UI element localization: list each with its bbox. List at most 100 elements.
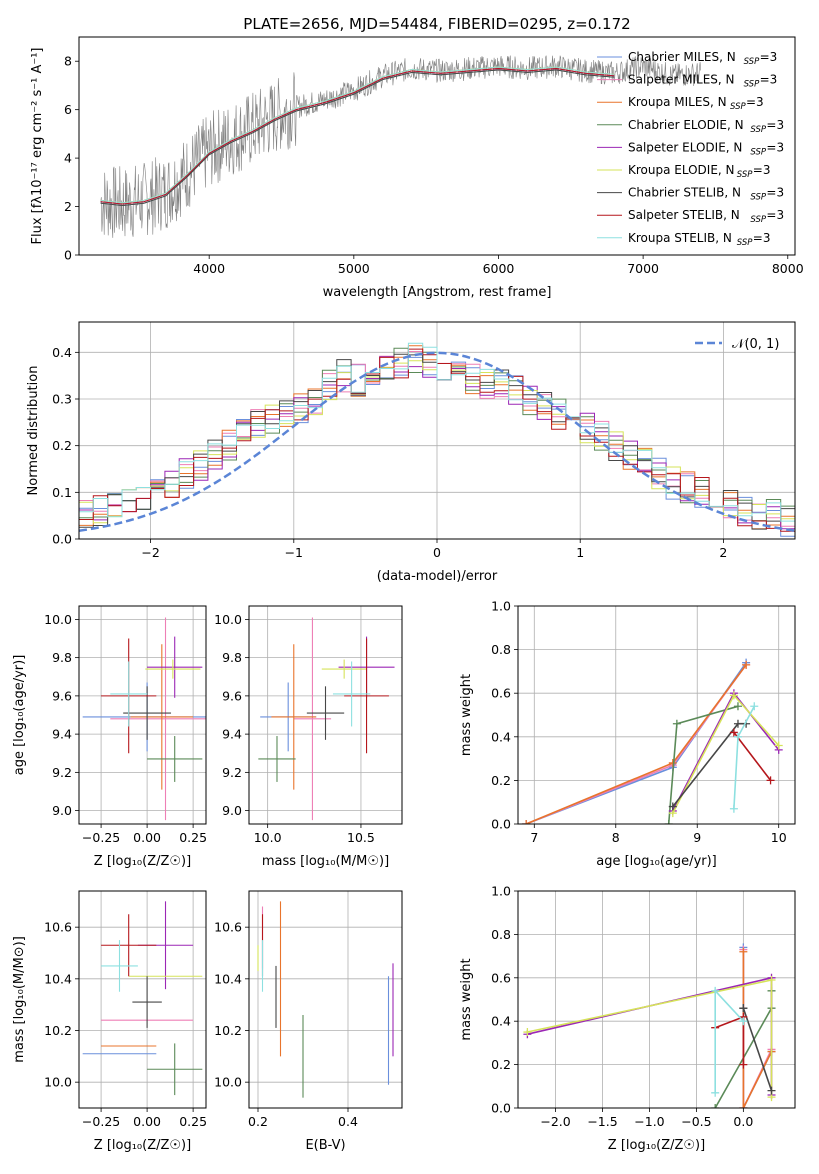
- legend-subscript: SSP: [750, 125, 766, 135]
- weight-point-kroupa-stelib: [729, 804, 738, 813]
- x-tick-label: 0.4: [338, 1114, 358, 1129]
- y-tick-label: 0.8: [491, 642, 511, 657]
- weight-point-chabrier-stelib: [733, 719, 742, 728]
- x-axis-label: (data-model)/error: [377, 569, 498, 584]
- legend-subscript: SSP: [750, 193, 766, 203]
- y-tick-label: 9.8: [52, 650, 72, 665]
- y-tick-label: 0.2: [491, 773, 511, 788]
- y-tick-label: 0: [64, 248, 72, 263]
- weight-line-kroupa-stelib: [733, 705, 756, 809]
- legend-subscript: SSP: [730, 102, 746, 112]
- normal-curve: [79, 351, 795, 533]
- y-tick-label: 8: [64, 54, 72, 69]
- y-tick-label: 10.6: [214, 920, 242, 935]
- weight-line-salpeter-miles: [525, 664, 747, 824]
- y-tick-label: 9.0: [222, 803, 242, 818]
- legend-value: =3: [766, 118, 784, 132]
- legend-subscript: SSP: [750, 147, 766, 157]
- chart-spectrum: 4000 5000 6000 7000 8000 0 2 4 6 8 Chabrier MILES,…: [30, 36, 804, 300]
- x-axis-label: Z [log₁₀(Z/Z☉)]: [94, 1138, 191, 1153]
- y-tick-label: 9.8: [222, 650, 242, 665]
- weight-point-kroupa-miles: [742, 660, 751, 669]
- x-tick-label: −1.0: [634, 1114, 664, 1129]
- weight-line-kroupa-stelib: [714, 988, 744, 1093]
- x-tick-label: −1.5: [587, 1114, 617, 1129]
- weight-line-chabrier-miles: [525, 662, 747, 824]
- weight-point-kroupa-elodie: [774, 741, 783, 750]
- weight-point-kroupa-stelib: [733, 732, 742, 741]
- y-tick-label: 2: [64, 199, 72, 214]
- weight-point-kroupa-stelib: [739, 1017, 748, 1026]
- chart-mass-vs-Z: −0.25 0.00 0.25 10.0 10.2 10.4 10.6 Z [log₁₀(Z/…: [12, 890, 207, 1153]
- y-tick-label: 10.0: [44, 1075, 72, 1090]
- legend-label: Kroupa MILES, N: [628, 95, 727, 109]
- legend-subscript: SSP: [744, 80, 760, 90]
- weight-line-salpeter-stelib: [733, 731, 772, 781]
- y-tick-label: 9.2: [52, 765, 72, 780]
- x-tick-label: 6000: [483, 261, 515, 276]
- x-tick-label: 10: [771, 830, 787, 845]
- weight-point-kroupa-miles: [739, 947, 748, 956]
- chart-mass-weight-vs-age: 7 8 9 10 0.0 0.2 0.4 0.6 0.8 1.0 age [log₁₀(age/yr…: [459, 599, 796, 869]
- weight-point-kroupa-elodie: [729, 691, 738, 700]
- y-tick-label: 0.4: [491, 1014, 511, 1029]
- x-tick-label: −2.0: [540, 1114, 570, 1129]
- y-tick-label: 9.4: [52, 727, 72, 742]
- x-tick-label: 4000: [193, 261, 225, 276]
- weight-line-salpeter-miles: [742, 949, 773, 1108]
- weight-point-chabrier-elodie: [733, 702, 742, 711]
- chart-title: PLATE=2656, MJD=54484, FIBERID=0295, z=0…: [243, 15, 630, 33]
- model-line-chabrier-stelib: [100, 69, 615, 207]
- y-axis-label: age [log₁₀(age/yr)]: [12, 655, 27, 776]
- axes-frame: [78, 890, 207, 1109]
- chart-mass-vs-ebv: 0.2 0.4 10.0 10.2 10.4 10.6 E(B-V): [214, 890, 403, 1153]
- x-tick-label: 0.00: [133, 1114, 161, 1129]
- weight-point-kroupa-stelib: [711, 1088, 720, 1097]
- x-tick-label: −1: [285, 545, 303, 560]
- plot-area: [523, 943, 776, 1108]
- axes-frame: [78, 605, 207, 825]
- legend-label: Chabrier MILES, N: [628, 50, 736, 64]
- x-tick-label: 0.2: [248, 1114, 268, 1129]
- y-tick-label: 1.0: [491, 599, 511, 614]
- x-tick-label: −0.5: [681, 1114, 711, 1129]
- axes-frame: [248, 890, 403, 1109]
- model-line-salpeter-stelib: [100, 68, 615, 205]
- x-axis-label: age [log₁₀(age/yr)]: [596, 854, 717, 869]
- model-line-kroupa-stelib: [100, 66, 615, 204]
- y-tick-label: 10.2: [214, 1023, 242, 1038]
- x-axis-label: wavelength [Angstrom, rest frame]: [323, 285, 552, 300]
- y-tick-label: 9.4: [222, 727, 242, 742]
- x-axis-label: mass [log₁₀(M/M☉)]: [262, 854, 389, 869]
- weight-point-chabrier-stelib: [739, 1004, 748, 1013]
- y-tick-label: 10.0: [44, 612, 72, 627]
- x-tick-label: 0.25: [179, 1114, 207, 1129]
- y-tick-label: 0.0: [52, 532, 72, 547]
- x-tick-label: 8: [612, 830, 620, 845]
- weight-line-chabrier-miles: [742, 947, 773, 1108]
- legend-value: =3: [753, 231, 771, 245]
- legend-label: Kroupa STELIB, N: [628, 231, 732, 245]
- x-tick-label: 5000: [338, 261, 370, 276]
- legend-value: =3: [760, 50, 778, 64]
- y-tick-label: 0.0: [491, 817, 511, 832]
- weight-line-kroupa-miles: [525, 664, 747, 824]
- data-spectrum-line: [100, 55, 701, 238]
- weight-point-salpeter-stelib: [739, 1060, 748, 1069]
- legend-subscript: SSP: [744, 57, 760, 67]
- weight-line-kroupa-miles: [742, 951, 773, 1108]
- plot-area: [257, 901, 394, 1098]
- weight-point-chabrier-elodie: [664, 820, 673, 824]
- axes-frame: [248, 605, 403, 825]
- x-tick-label: 10.0: [254, 830, 282, 845]
- weight-line-chabrier-stelib: [742, 1007, 773, 1091]
- chart-age-vs-mass: 10.0 10.5 9.0 9.2 9.4 9.6 9.8 10.0 mass [log₁₀(M…: [214, 605, 403, 869]
- legend-label: Chabrier ELODIE, N: [628, 118, 744, 132]
- weight-point-salpeter-stelib: [729, 728, 738, 737]
- y-tick-label: 10.4: [44, 971, 72, 986]
- x-tick-label: 10.5: [347, 830, 375, 845]
- axes-frame: [517, 605, 796, 825]
- y-tick-label: 6: [64, 102, 72, 117]
- x-tick-label: 9: [693, 830, 701, 845]
- weight-point-chabrier-elodie: [672, 719, 681, 728]
